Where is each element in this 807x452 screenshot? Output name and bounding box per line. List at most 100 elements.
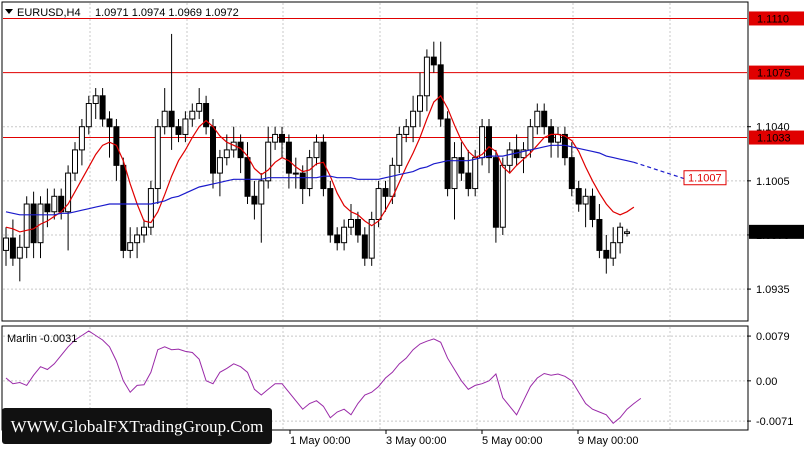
oscillator-title: Marlin -0.0031 bbox=[7, 333, 77, 345]
candle-body-bull bbox=[555, 133, 561, 143]
time-axis-label: 5 May 00:00 bbox=[482, 435, 543, 447]
watermark: WWW.GlobalFXTradingGroup.Com bbox=[2, 408, 272, 444]
candle-body-bull bbox=[313, 141, 320, 159]
candle-body-bear bbox=[285, 141, 292, 174]
candle-body-bull bbox=[624, 231, 630, 234]
level-price-tag-text: 1.1075 bbox=[757, 68, 791, 80]
level-price-tag bbox=[749, 65, 804, 80]
candle-body-bull bbox=[85, 103, 92, 128]
candle-body-bear bbox=[541, 110, 548, 128]
candle-body-bear bbox=[279, 133, 285, 143]
slow-ma-line bbox=[5, 144, 635, 216]
candle-body-bear bbox=[492, 157, 499, 228]
candle-body-bull bbox=[610, 242, 617, 259]
candle-body-bear bbox=[251, 195, 258, 205]
candle-body-bear bbox=[603, 249, 610, 259]
collapse-triangle-icon[interactable] bbox=[5, 9, 13, 14]
candle-body-bull bbox=[506, 149, 513, 166]
candle-body-bull bbox=[341, 226, 348, 244]
candle-body-bear bbox=[596, 218, 603, 251]
candle-body-bear bbox=[168, 110, 175, 128]
candle-body-bear bbox=[465, 172, 472, 190]
candle-body-bear bbox=[458, 157, 465, 174]
time-axis-label: 9 May 00:00 bbox=[578, 435, 639, 447]
candle-body-bull bbox=[292, 172, 299, 175]
candle-body-bear bbox=[210, 126, 216, 174]
candle-body-bull bbox=[520, 149, 527, 159]
candle-body-bear bbox=[430, 56, 437, 66]
candle-body-bull bbox=[189, 110, 196, 120]
candle-body-bull bbox=[154, 126, 161, 190]
candle-body-bull bbox=[534, 110, 541, 128]
fast-ma-line bbox=[5, 94, 635, 233]
candle-body-bull bbox=[161, 110, 168, 128]
price-panel-frame bbox=[1, 1, 749, 322]
candle-body-bear bbox=[237, 141, 244, 159]
osc-axis-label: 0.0079 bbox=[756, 331, 790, 343]
candle-body-bull bbox=[617, 226, 624, 244]
marlin-line bbox=[5, 330, 642, 425]
candle-body-bear bbox=[30, 203, 37, 244]
time-axis-label: 3 May 00:00 bbox=[386, 435, 447, 447]
candle-body-bull bbox=[65, 172, 72, 213]
candle-body-bear bbox=[575, 188, 582, 205]
candle-body-bear bbox=[334, 234, 341, 244]
price-grid bbox=[3, 3, 747, 320]
candle-body-bull bbox=[258, 180, 265, 205]
candle-body-bear bbox=[361, 234, 368, 259]
candle-body-bull bbox=[265, 141, 272, 182]
candle-body-bull bbox=[3, 237, 9, 251]
symbol-label: EURUSD,H4 bbox=[17, 7, 81, 19]
candle-body-bull bbox=[451, 157, 458, 190]
level-price-tag bbox=[749, 11, 804, 26]
candle-body-bull bbox=[306, 157, 313, 190]
candle-body-bull bbox=[16, 246, 23, 259]
osc-axis-label: -0.0071 bbox=[756, 416, 793, 428]
candle-body-bull bbox=[141, 226, 147, 236]
osc-axis-label: 0.00 bbox=[756, 376, 777, 388]
candle-body-bull bbox=[23, 203, 30, 248]
price-axis: 1.10401.10051.09701.09351.11101.10751.10… bbox=[747, 11, 804, 296]
time-axis-label: 1 May 00:00 bbox=[290, 435, 351, 447]
candle-body-bear bbox=[589, 195, 596, 220]
candle-body-bear bbox=[9, 237, 16, 259]
moving-averages: 1.1007 bbox=[5, 94, 727, 233]
candle-body-bull bbox=[582, 195, 589, 205]
candle-body-bull bbox=[51, 195, 58, 213]
candle-body-bull bbox=[527, 126, 534, 151]
candle-body-bull bbox=[423, 56, 430, 97]
current-price-tag bbox=[749, 224, 804, 239]
price-axis-label: 1.0935 bbox=[756, 284, 790, 296]
candle-body-bull bbox=[147, 188, 154, 228]
price-axis-label: 1.1005 bbox=[756, 176, 790, 188]
level-price-tag bbox=[749, 130, 804, 145]
target-label-box bbox=[683, 170, 727, 186]
candle-body-bull bbox=[182, 118, 189, 135]
candle-body-bear bbox=[354, 218, 361, 236]
candle-body-bull bbox=[72, 149, 78, 174]
candle-body-bull bbox=[127, 242, 134, 251]
candle-body-bull bbox=[272, 133, 279, 143]
candle-body-bear bbox=[106, 118, 113, 128]
current-price-tag-text: 1.0972 bbox=[757, 227, 791, 239]
oscillator-axis: 0.0079 0.00 -0.0071 bbox=[747, 331, 793, 428]
candle-body-bear bbox=[203, 103, 210, 128]
candle-body-bull bbox=[389, 164, 396, 197]
candle-body-bear bbox=[444, 118, 451, 190]
candle-body-bear bbox=[99, 95, 106, 120]
candle-body-bull bbox=[134, 234, 141, 244]
candle-body-bear bbox=[320, 141, 327, 190]
candle-body-bull bbox=[396, 133, 403, 166]
target-label-text: 1.1007 bbox=[688, 173, 722, 185]
candle-body-bear bbox=[568, 157, 575, 190]
candle-body-bear bbox=[175, 126, 182, 135]
level-price-tag-text: 1.1033 bbox=[757, 133, 791, 145]
candle-body-bear bbox=[44, 203, 51, 213]
candle-body-bull bbox=[78, 126, 85, 151]
ohlc-label: 1.0971 1.0974 1.0969 1.0972 bbox=[95, 7, 239, 19]
candle-body-bear bbox=[120, 164, 127, 251]
candle-body-bull bbox=[472, 157, 479, 190]
candle-body-bull bbox=[196, 103, 203, 112]
candle-body-bull bbox=[410, 110, 417, 128]
